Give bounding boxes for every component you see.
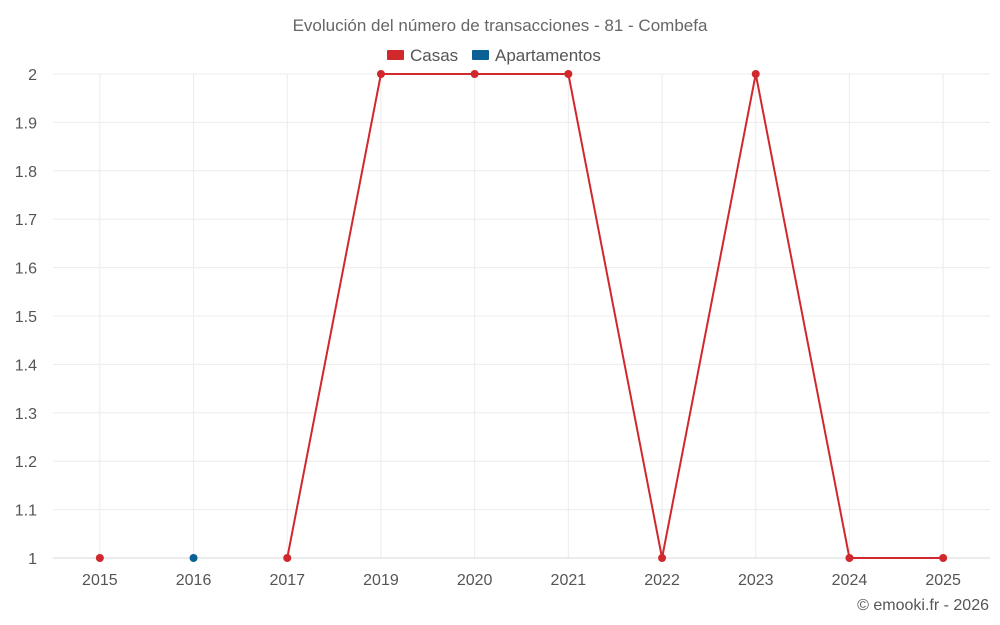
y-tick-label: 1.1 [15,503,37,520]
series-casas [95,70,948,562]
x-tick-label: 2021 [551,572,587,589]
x-tick-label: 2015 [82,572,118,589]
y-tick-label: 1.8 [15,164,37,181]
data-point-casas[interactable] [470,70,479,78]
x-tick-label: 2025 [925,572,961,589]
legend-item-apartamentos[interactable]: Apartamentos [472,46,601,65]
x-tick-label: 2023 [738,572,774,589]
series-line-casas [286,73,944,559]
x-tick-label: 2020 [457,572,493,589]
data-point-casas[interactable] [845,554,854,562]
x-tick-label: 2019 [363,572,399,589]
data-point-casas[interactable] [376,70,385,78]
x-axis: 2015 2016 2017 2019 2020 2021 2022 2023 2024 2025 [53,557,990,589]
legend-swatch-casas [387,50,404,60]
chart-title: Evolución del número de transacciones - … [293,16,708,35]
data-point-casas[interactable] [658,554,667,562]
legend-swatch-apartamentos [472,50,489,60]
y-axis: 1 1.1 1.2 1.3 1.4 1.5 1.6 1.7 1.8 1.9 2 [15,67,37,568]
y-tick-label: 2 [28,67,37,84]
y-tick-label: 1.2 [15,454,37,471]
x-tick-label: 2024 [832,572,868,589]
y-tick-label: 1.3 [15,406,37,423]
data-point-casas[interactable] [564,70,573,78]
x-tick-label: 2022 [644,572,680,589]
data-point-casas[interactable] [95,554,104,562]
y-tick-label: 1.4 [15,357,37,374]
y-tick-label: 1.7 [15,212,37,229]
grid [53,73,990,559]
legend-label-casas: Casas [410,46,458,65]
data-point-casas[interactable] [283,554,292,562]
y-tick-label: 1.5 [15,309,37,326]
data-point-casas[interactable] [751,70,760,78]
legend-label-apartamentos: Apartamentos [495,46,601,65]
data-point-apartamentos[interactable] [189,554,198,562]
y-tick-label: 1.6 [15,261,37,278]
legend: Casas Apartamentos [387,46,601,65]
x-tick-label: 2017 [269,572,305,589]
y-tick-label: 1 [28,551,37,568]
credit-text: © emooki.fr - 2026 [857,597,989,614]
legend-item-casas[interactable]: Casas [387,46,458,65]
series [95,70,948,562]
series-apartamentos [189,554,198,562]
data-point-casas[interactable] [939,554,948,562]
y-tick-label: 1.9 [15,115,37,132]
x-tick-label: 2016 [176,572,212,589]
